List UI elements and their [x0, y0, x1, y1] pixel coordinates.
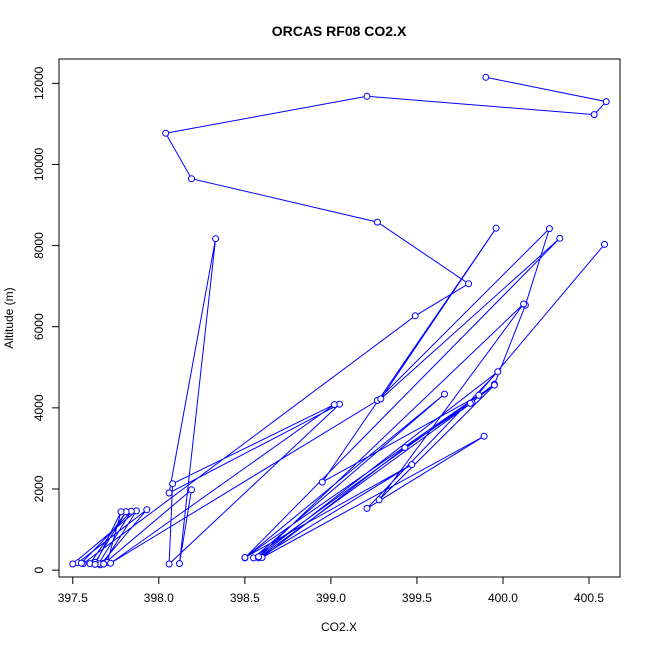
data-point — [165, 489, 173, 497]
x-tick-label: 400.0 — [488, 591, 518, 605]
data-point — [143, 506, 151, 514]
data-point — [169, 480, 177, 488]
y-tick-label: 0 — [32, 566, 46, 573]
data-point — [465, 280, 473, 288]
data-point — [165, 560, 173, 568]
x-axis: 397.5 398.0 398.5 399.0 399.5 400.0 400.5 — [58, 576, 604, 605]
data-point — [318, 478, 326, 486]
y-tick-label: 12000 — [32, 66, 46, 100]
y-axis: 0 2000 4000 6000 8000 10000 12000 — [32, 66, 60, 573]
data-point — [91, 560, 99, 568]
data-point — [492, 224, 500, 232]
series-layer — [69, 73, 610, 569]
data-point — [363, 92, 371, 100]
data-point — [188, 175, 195, 183]
data-point — [441, 390, 448, 398]
data-point — [330, 401, 338, 409]
data-point — [401, 444, 409, 452]
series-line — [71, 76, 608, 566]
data-point — [602, 98, 610, 106]
x-tick-label: 398.5 — [230, 591, 260, 605]
data-point — [176, 560, 183, 568]
data-point — [466, 399, 474, 407]
data-point — [117, 508, 125, 516]
x-tick-label: 399.0 — [316, 591, 346, 605]
data-point — [601, 240, 608, 248]
chart-title: ORCAS RF08 CO2.X — [272, 23, 407, 39]
data-point — [373, 218, 381, 226]
y-tick-label: 4000 — [32, 394, 46, 421]
data-point — [377, 395, 385, 403]
data-point — [241, 554, 249, 561]
data-point — [475, 391, 483, 399]
y-axis-label: Altitude (m) — [2, 287, 16, 348]
data-point — [482, 73, 490, 81]
data-point — [408, 461, 416, 469]
data-point — [556, 234, 564, 242]
data-point — [107, 559, 115, 567]
data-point — [590, 111, 598, 119]
data-point — [212, 235, 220, 243]
x-tick-label: 399.5 — [402, 591, 432, 605]
x-axis-label: CO2.X — [321, 620, 357, 634]
data-point — [188, 486, 195, 494]
x-tick-label: 397.5 — [58, 591, 88, 605]
data-point — [490, 381, 498, 389]
data-point — [100, 560, 108, 568]
data-point — [77, 559, 85, 567]
data-point — [375, 496, 383, 504]
data-point — [480, 432, 488, 440]
data-point — [69, 560, 77, 568]
y-tick-label: 8000 — [32, 232, 46, 259]
x-tick-label: 400.5 — [574, 591, 604, 605]
data-point — [520, 300, 528, 308]
data-point — [494, 368, 502, 376]
data-point — [255, 553, 263, 561]
x-tick-label: 398.0 — [144, 591, 174, 605]
data-point — [545, 225, 553, 233]
data-point — [411, 312, 419, 320]
data-point — [162, 129, 170, 137]
y-tick-label: 6000 — [32, 313, 46, 340]
y-tick-label: 10000 — [32, 147, 46, 181]
y-tick-label: 2000 — [32, 475, 46, 502]
data-point — [363, 504, 371, 512]
